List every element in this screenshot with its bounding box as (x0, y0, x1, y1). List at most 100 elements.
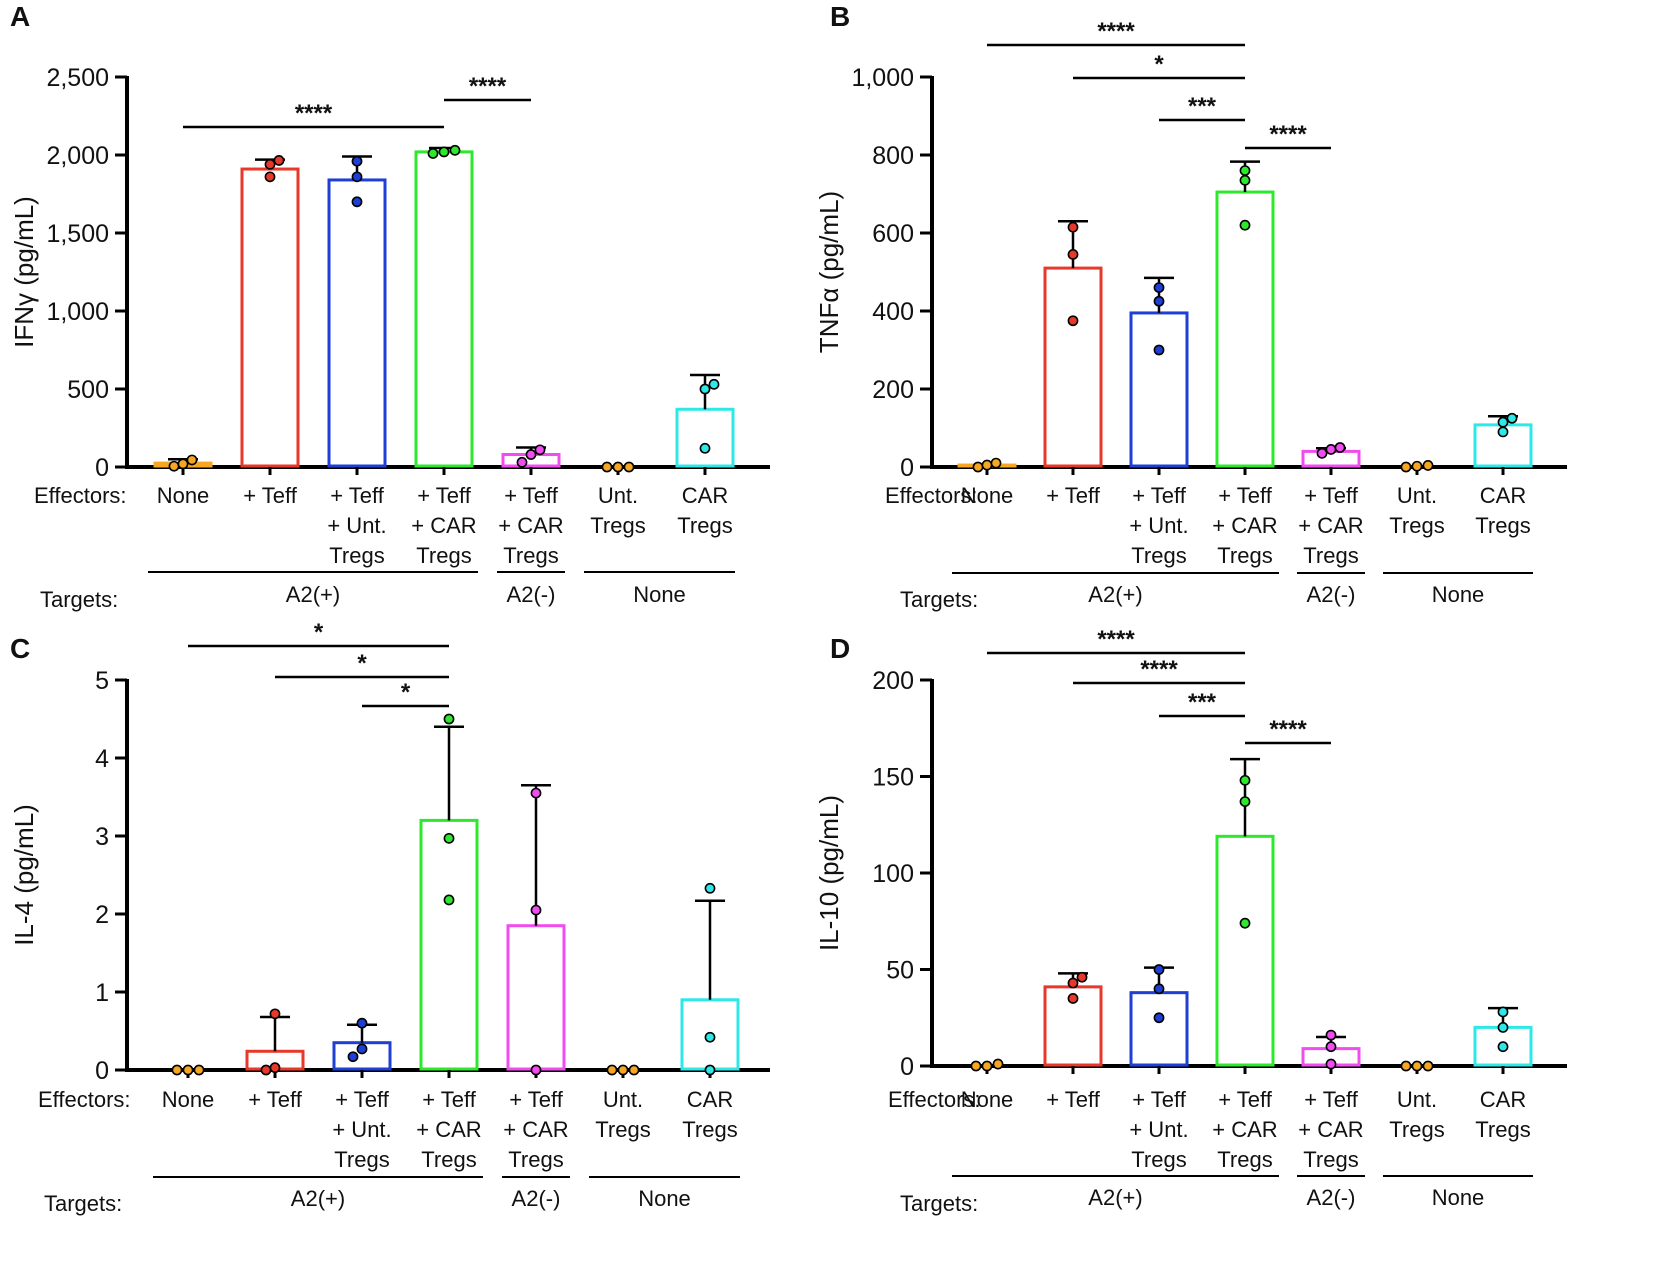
significance-label: **** (1269, 121, 1307, 148)
y-tick-label: 200 (872, 667, 914, 695)
panel-letter: D (830, 633, 850, 664)
data-point (1239, 796, 1251, 807)
category-label: + Teff (504, 483, 559, 508)
bar (506, 924, 566, 1071)
significance-label: **** (1269, 716, 1307, 743)
category-label: None (162, 1087, 215, 1112)
y-axis-title: IL-10 (pg/mL) (814, 795, 844, 951)
category-label: + Teff (422, 1087, 477, 1112)
category-label: Tregs (421, 1147, 476, 1172)
category-label: None (157, 483, 210, 508)
y-tick-label: 500 (67, 376, 109, 404)
data-point (1239, 774, 1251, 786)
category-label: CAR (1480, 483, 1526, 508)
data-point (530, 787, 542, 799)
data-point (1506, 412, 1518, 424)
data-point (351, 171, 363, 183)
panel-letter: B (830, 1, 850, 32)
bar (1043, 266, 1103, 468)
y-tick-label: 150 (872, 764, 914, 792)
effectors-label: Effectors: (885, 483, 978, 508)
data-point (168, 460, 180, 472)
data-point (1076, 971, 1088, 983)
data-point (628, 1064, 640, 1076)
data-point (1153, 295, 1165, 307)
target-group-label: A2(-) (1307, 582, 1356, 607)
category-label: Unt. (598, 483, 638, 508)
data-point (1400, 1060, 1412, 1072)
data-point (1067, 315, 1079, 327)
y-tick-label: 0 (95, 1057, 109, 1085)
category-label: + Teff (243, 483, 298, 508)
category-label: + Teff (1046, 483, 1101, 508)
data-point (704, 1031, 716, 1043)
data-point (1067, 977, 1079, 989)
category-label: Tregs (1303, 543, 1358, 568)
targets-label: Targets: (44, 1191, 122, 1216)
data-point (351, 196, 363, 208)
data-point (438, 146, 450, 158)
y-tick-label: 1,500 (46, 220, 109, 248)
category-label: Tregs (1389, 513, 1444, 538)
significance-label: * (1154, 51, 1164, 78)
y-tick-label: 2,000 (46, 142, 109, 170)
targets-label: Targets: (40, 587, 118, 612)
target-group-label: A2(+) (286, 582, 340, 607)
data-point (260, 1064, 272, 1076)
category-label: Tregs (503, 543, 558, 568)
y-tick-label: 1,000 (851, 64, 914, 92)
panel-letter: C (10, 633, 30, 664)
category-label: CAR (682, 483, 728, 508)
category-label: + Teff (1218, 1087, 1273, 1112)
y-tick-label: 50 (886, 957, 914, 985)
data-point (351, 155, 363, 167)
target-group-label: A2(+) (1088, 582, 1142, 607)
data-point (970, 1060, 982, 1072)
category-label: + CAR (411, 513, 476, 538)
data-point (264, 158, 276, 170)
category-label: + CAR (1212, 1117, 1277, 1142)
data-point (708, 378, 720, 390)
category-label: Tregs (1475, 1117, 1530, 1142)
data-point (1239, 219, 1251, 231)
y-tick-label: 0 (95, 454, 109, 482)
data-point (1497, 1006, 1509, 1018)
category-label: + CAR (503, 1117, 568, 1142)
y-tick-label: 400 (872, 298, 914, 326)
category-label: + CAR (498, 513, 563, 538)
data-point (534, 444, 546, 456)
data-point (356, 1017, 368, 1029)
y-tick-label: 0 (900, 1053, 914, 1081)
bar (327, 178, 387, 468)
significance-label: *** (1188, 93, 1217, 120)
data-point (1067, 221, 1079, 233)
bar (414, 150, 474, 468)
targets-label: Targets: (900, 1191, 978, 1216)
bar (675, 407, 735, 468)
category-label: Tregs (590, 513, 645, 538)
data-point (699, 383, 711, 395)
data-point (273, 155, 285, 166)
data-point (704, 1064, 716, 1076)
data-point (992, 1058, 1004, 1070)
data-point (1497, 1041, 1509, 1053)
data-point (1239, 917, 1251, 929)
bar (240, 167, 300, 468)
data-point (1325, 444, 1337, 455)
y-tick-label: 1,000 (46, 298, 109, 326)
target-group-label: None (638, 1186, 691, 1211)
data-point (1153, 1012, 1165, 1024)
data-point (449, 144, 461, 156)
y-tick-label: 4 (95, 745, 109, 773)
data-point (1497, 426, 1509, 438)
significance-label: **** (469, 73, 507, 100)
data-point (704, 882, 716, 894)
data-point (1153, 983, 1165, 995)
y-tick-label: 2 (95, 901, 109, 929)
data-point (1153, 282, 1165, 293)
data-point (347, 1051, 359, 1063)
category-label: + Unt. (1129, 513, 1188, 538)
category-label: + Teff (1304, 483, 1359, 508)
category-label: None (961, 483, 1014, 508)
